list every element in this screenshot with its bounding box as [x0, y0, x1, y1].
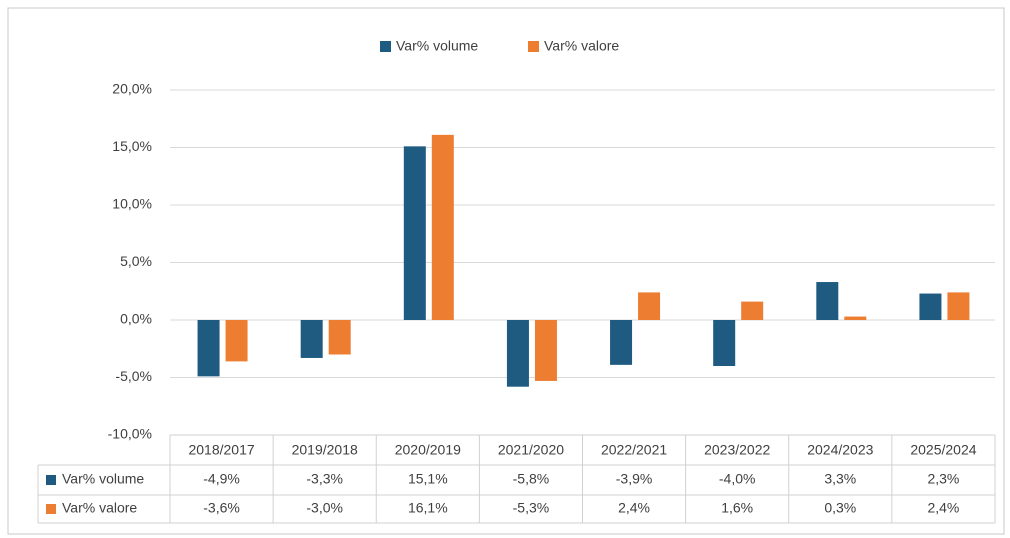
- table-value: -3,0%: [306, 500, 343, 516]
- legend-key: [46, 504, 56, 514]
- y-tick-label: -5,0%: [115, 368, 152, 384]
- table-value: 3,3%: [824, 471, 856, 487]
- y-tick-label: 5,0%: [120, 253, 152, 269]
- bar: [300, 320, 323, 358]
- bar: [610, 320, 633, 365]
- table-value: 2,4%: [618, 500, 650, 516]
- table-value: -3,6%: [203, 500, 240, 516]
- legend-label: Var% volume: [396, 38, 478, 54]
- x-tick-label: 2021/2020: [498, 442, 564, 458]
- x-tick-label: 2018/2017: [188, 442, 254, 458]
- y-tick-label: -10,0%: [108, 426, 152, 442]
- row-label: Var% valore: [62, 500, 137, 516]
- bar: [403, 146, 426, 320]
- x-tick-label: 2025/2024: [910, 442, 976, 458]
- legend-swatch: [380, 41, 391, 52]
- table-value: 2,4%: [927, 500, 959, 516]
- y-tick-label: 10,0%: [112, 196, 152, 212]
- x-tick-label: 2020/2019: [395, 442, 461, 458]
- legend-label: Var% valore: [544, 38, 619, 54]
- bar: [816, 282, 839, 320]
- y-tick-label: 20,0%: [112, 81, 152, 97]
- table-value: 1,6%: [721, 500, 753, 516]
- table-value: -3,9%: [616, 471, 653, 487]
- bar: [638, 292, 661, 320]
- table-value: 16,1%: [408, 500, 448, 516]
- table-value: -5,3%: [513, 500, 550, 516]
- y-tick-label: 15,0%: [112, 138, 152, 154]
- bar: [534, 320, 557, 381]
- table-value: -5,8%: [513, 471, 550, 487]
- legend-key: [46, 475, 56, 485]
- bar: [919, 293, 942, 320]
- table-value: 0,3%: [824, 500, 856, 516]
- row-label: Var% volume: [62, 471, 144, 487]
- x-tick-label: 2023/2022: [704, 442, 770, 458]
- bar: [741, 301, 764, 320]
- bar: [947, 292, 970, 320]
- bar: [328, 320, 351, 355]
- table-value: -4,0%: [719, 471, 756, 487]
- x-tick-label: 2022/2021: [601, 442, 667, 458]
- legend-swatch: [528, 41, 539, 52]
- y-tick-label: 0,0%: [120, 311, 152, 327]
- table-value: -3,3%: [306, 471, 343, 487]
- bar: [197, 320, 220, 377]
- bar: [844, 316, 867, 320]
- bar: [431, 134, 454, 320]
- table-value: -4,9%: [203, 471, 240, 487]
- bar: [506, 320, 529, 387]
- x-tick-label: 2024/2023: [807, 442, 873, 458]
- bar: [225, 320, 248, 362]
- table-value: 15,1%: [408, 471, 448, 487]
- table-value: 2,3%: [927, 471, 959, 487]
- bar: [713, 320, 736, 366]
- x-tick-label: 2019/2018: [292, 442, 358, 458]
- chart-frame: [7, 7, 1005, 535]
